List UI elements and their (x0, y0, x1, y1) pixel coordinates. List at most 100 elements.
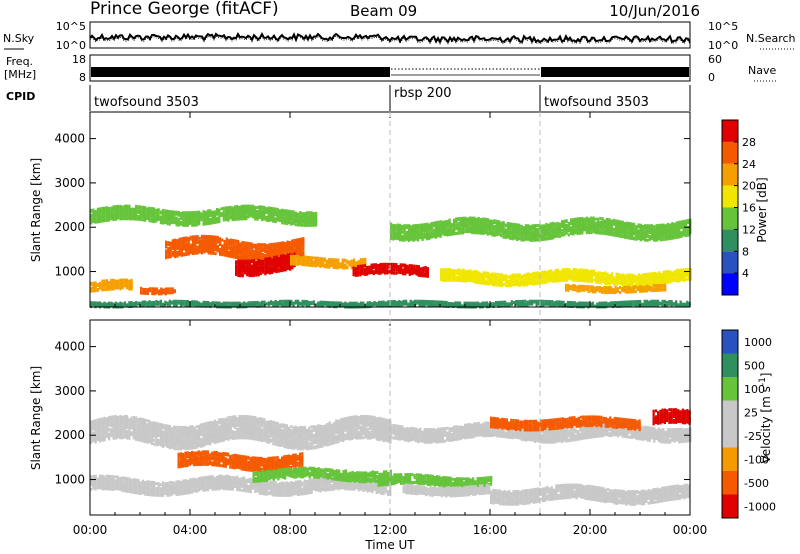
freq-trace-left (91, 67, 390, 77)
colorbar-segment (722, 273, 738, 295)
colorbar-tick-label: -500 (744, 477, 769, 490)
echo-band (235, 252, 296, 278)
colorbar-tick-label: 8 (742, 245, 749, 258)
freq-left-tick-high: 18 (72, 53, 86, 66)
ytick-label: 1000 (54, 473, 85, 487)
station-title: Prince George (fitACF) (90, 0, 279, 19)
echo-band (140, 286, 176, 296)
velocity-panel: 1000 2000 3000 4000 Slant Range [km] 1000 50… (29, 112, 776, 552)
noise-right-tick-low: 10^0 (708, 39, 738, 52)
xtick-label: 00:00 (673, 523, 708, 537)
noise-sky-label: N.Sky (3, 32, 35, 45)
colorbar-tick-label: 500 (744, 359, 765, 372)
echo-band (252, 466, 392, 484)
power-ylabel: Slant Range [km] (29, 158, 43, 262)
echo-band (402, 483, 491, 498)
noise-sky-trace (89, 32, 691, 45)
echo-band (490, 483, 691, 506)
colorbar-segment (722, 494, 738, 518)
time-xlabel: Time UT (364, 538, 415, 552)
colorbar-tick-label: -100 (744, 453, 769, 466)
cpid-segment-2: rbsp 200 (394, 86, 452, 101)
velocity-y-axis: 1000 2000 3000 4000 (54, 340, 690, 487)
cpid-segment-3: twofsound 3503 (544, 95, 649, 110)
xtick-label: 00:00 (73, 523, 108, 537)
velocity-data-cells (90, 408, 692, 506)
freq-left-tick-low: 8 (79, 71, 86, 84)
nave-label: Nave (748, 64, 776, 77)
power-colorbar: 4 8 12 16 20 24 28 (721, 119, 756, 296)
noise-search-label: N.Search (746, 32, 796, 45)
colorbar-tick-label: 100 (744, 383, 765, 396)
power-data-cells (90, 204, 692, 309)
ytick-label: 4000 (54, 340, 85, 354)
beam-title: Beam 09 (350, 2, 417, 20)
colorbar-segment (722, 471, 738, 495)
noise-right-tick-high: 10^5 (708, 20, 738, 33)
echo-band (90, 278, 133, 293)
freq-trace-right (541, 67, 689, 77)
freq-label: Freq. (6, 55, 33, 68)
echo-band (390, 421, 692, 444)
velocity-colorbar: 1000 500 100 25 -25 -100 -500 -1000 (721, 329, 776, 519)
xtick-label: 12:00 (373, 523, 408, 537)
noise-panel: N.Sky 10^5 10^0 10^5 10^0 N.Search (3, 20, 796, 52)
time-x-axis: 00:00 04:00 08:00 12:00 16:00 20:00 00:00 (73, 112, 708, 537)
echo-band (390, 216, 692, 242)
colorbar-segment (722, 141, 738, 164)
colorbar-tick-label: 4 (742, 267, 749, 280)
xtick-label: 08:00 (273, 523, 308, 537)
colorbar-tick-label: 12 (742, 223, 756, 236)
colorbar-segment (722, 400, 738, 424)
velocity-ylabel: Slant Range [km] (29, 366, 43, 470)
nave-right-tick-low: 0 (708, 71, 715, 84)
echo-band (90, 204, 318, 227)
colorbar-tick-label: 24 (742, 158, 756, 171)
frequency-panel: Freq. [MHz] 18 8 60 0 Nave (4, 53, 778, 84)
colorbar-segment (722, 207, 738, 230)
ytick-label: 1000 (54, 265, 85, 279)
cpid-panel: CPID twofsound 3503 rbsp 200 twofsound 3… (6, 85, 691, 111)
echo-band (490, 415, 641, 432)
power-y-axis: 1000 2000 3000 4000 (54, 132, 690, 279)
velocity-colorbar-label: Velocity [m s-1] (758, 373, 773, 464)
colorbar-tick-label: 28 (742, 136, 756, 149)
ytick-label: 4000 (54, 132, 85, 146)
cpid-label: CPID (6, 90, 35, 103)
colorbar-segment (722, 120, 738, 142)
colorbar-tick-label: -1000 (744, 500, 776, 513)
colorbar-segment (722, 330, 738, 354)
freq-unit-label: [MHz] (4, 68, 36, 81)
ytick-label: 3000 (54, 384, 85, 398)
xtick-label: 16:00 (473, 523, 508, 537)
echo-band (90, 414, 392, 451)
colorbar-segment (722, 185, 738, 208)
echo-band (177, 450, 304, 473)
echo-band (652, 408, 691, 426)
colorbar-tick-label: 16 (742, 202, 756, 215)
colorbar-segment (722, 424, 738, 448)
nave-right-tick-high: 60 (708, 53, 722, 66)
noise-left-tick-low: 10^0 (56, 39, 86, 52)
cpid-segment-1: twofsound 3503 (94, 95, 199, 110)
ytick-label: 2000 (54, 428, 85, 442)
xtick-label: 04:00 (173, 523, 208, 537)
colorbar-segment (722, 377, 738, 401)
echo-band (290, 254, 367, 270)
xtick-label: 20:00 (573, 523, 608, 537)
date-title: 10/Jun/2016 (609, 2, 700, 20)
echo-band (565, 283, 667, 294)
colorbar-tick-label: 20 (742, 180, 756, 193)
colorbar-tick-label: -25 (744, 430, 762, 443)
ytick-label: 2000 (54, 220, 85, 234)
colorbar-segment (722, 353, 738, 377)
power-colorbar-label: Power [dB] (755, 177, 769, 242)
colorbar-tick-label: 25 (744, 406, 758, 419)
colorbar-segment (722, 229, 738, 252)
echo-band (352, 262, 429, 278)
echo-band (377, 473, 493, 490)
power-panel: 1000 2000 3000 4000 Slant Range [km] 4 8 12 16… (29, 111, 769, 309)
echo-band (90, 299, 691, 309)
colorbar-segment (722, 163, 738, 186)
